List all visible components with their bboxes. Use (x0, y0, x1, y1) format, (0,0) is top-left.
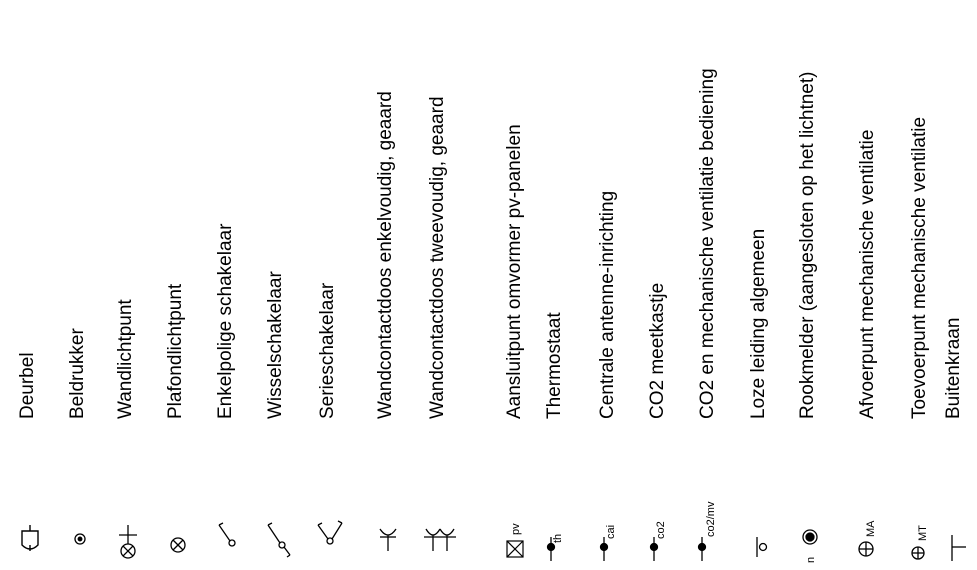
legend-label: Centrale antenne-inrichting (597, 190, 618, 419)
legend-item-co2-mv-control: CO2 en mechanische ventilatie bediening … (690, 0, 730, 569)
legend-item-pv-inverter: Aansluitpunt omvormer pv-panelen pv (497, 0, 537, 569)
supply-vent-icon: MT (904, 495, 940, 565)
co2mv-code: co2/mv (705, 501, 717, 537)
legend-item-ceiling-light: Plafondlichtpunt (158, 0, 198, 569)
legend-item-two-way-switch: Wisselschakelaar (258, 0, 298, 569)
ceiling-light-icon (160, 495, 196, 565)
legend-label: Toevoerpunt mechanische ventilatie (909, 116, 930, 419)
outdoor-tap-icon (938, 495, 974, 565)
legend-label: Buitenkraan (943, 317, 964, 419)
double-socket-icon (422, 495, 458, 565)
legend-label: Plafondlichtpunt (165, 283, 186, 419)
legend-label: Wisselschakelaar (265, 271, 286, 419)
legend-item-empty-conduit: Loze leiding algemeen (741, 0, 781, 569)
legend-label: Wandlichtpunt (115, 299, 136, 419)
bell-push-icon (62, 495, 98, 565)
legend-label: CO2 meetkastje (647, 282, 668, 419)
ma-code: MA (865, 520, 877, 537)
exhaust-vent-icon: MA (852, 495, 888, 565)
legend-label: Aansluitpunt omvormer pv-panelen (504, 124, 525, 419)
mt-code: MT (917, 525, 929, 541)
legend-item-antenna: Centrale antenne-inrichting cai (590, 0, 630, 569)
legend-item-thermostat: Thermostaat th (537, 0, 577, 569)
legend-label: Rookmelder (aangesloten op het lichtnet) (797, 71, 818, 419)
single-socket-icon (370, 495, 406, 565)
legend-label: CO2 en mechanische ventilatie bediening (697, 68, 718, 419)
legend-item-single-switch: Enkelpolige schakelaar (208, 0, 248, 569)
legend-item-doorbell: Deurbel (10, 0, 50, 569)
th-code: th (552, 534, 564, 543)
single-switch-icon (210, 495, 246, 565)
pv-code: pv (510, 523, 522, 535)
co2-mv-control-icon: co2/mv (692, 495, 728, 565)
co2-sensor-icon: co2 (642, 495, 678, 565)
cai-code: cai (605, 525, 617, 539)
empty-conduit-icon (743, 495, 779, 565)
legend-label: Thermostaat (544, 312, 565, 419)
legend-label: Afvoerpunt mechanische ventilatie (857, 129, 878, 419)
legend-item-bell-push: Beldrukker (60, 0, 100, 569)
legend-label: Loze leiding algemeen (748, 228, 769, 419)
legend-label: Serieschakelaar (317, 282, 338, 419)
smoke-code: n (805, 557, 817, 563)
legend-label: Deurbel (17, 352, 38, 419)
doorbell-icon (12, 495, 48, 565)
antenna-icon: cai (592, 495, 628, 565)
legend-item-double-socket: Wandcontactdoos tweevoudig, geaard (420, 0, 460, 569)
legend-label: Beldrukker (67, 328, 88, 419)
legend-item-supply-vent: Toevoerpunt mechanische ventilatie MT (902, 0, 942, 569)
legend-item-series-switch: Serieschakelaar (310, 0, 350, 569)
two-way-switch-icon (260, 495, 296, 565)
legend-item-co2-sensor: CO2 meetkastje co2 (640, 0, 680, 569)
series-switch-icon (312, 495, 348, 565)
legend-item-wall-light: Wandlichtpunt (108, 0, 148, 569)
legend-item-outdoor-tap: Buitenkraan (936, 0, 976, 569)
legend-label: Enkelpolige schakelaar (215, 223, 236, 419)
legend-item-single-socket: Wandcontactdoos enkelvoudig, geaard (368, 0, 408, 569)
legend-label: Wandcontactdoos tweevoudig, geaard (427, 96, 448, 419)
pv-inverter-icon: pv (499, 495, 535, 565)
legend-item-smoke-detector: Rookmelder (aangesloten op het lichtnet)… (790, 0, 830, 569)
wall-light-icon (110, 495, 146, 565)
thermostat-icon: th (539, 495, 575, 565)
legend-label: Wandcontactdoos enkelvoudig, geaard (375, 91, 396, 419)
smoke-detector-icon: n (792, 495, 828, 565)
co2-code: co2 (655, 521, 667, 539)
legend-item-exhaust-vent: Afvoerpunt mechanische ventilatie MA (850, 0, 890, 569)
